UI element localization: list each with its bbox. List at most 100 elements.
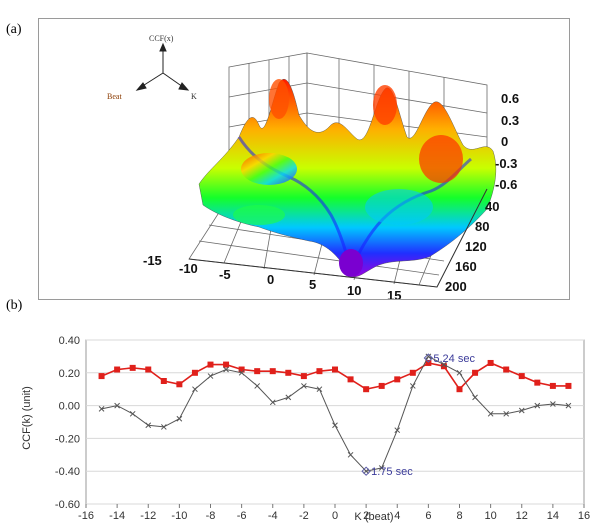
front-tick-label: 5 (309, 277, 316, 292)
annotation-marker (423, 353, 434, 363)
y-axis-label: CCF(k) (unit) (21, 386, 33, 450)
x-tick-label: 6 (425, 510, 431, 522)
z-tick-label: -0.6 (495, 177, 517, 192)
data-point (160, 378, 167, 384)
data-point (176, 415, 183, 422)
data-point (549, 382, 556, 389)
data-point (301, 383, 307, 389)
side-tick-label: 160 (455, 259, 477, 274)
data-point (565, 402, 572, 409)
plot-area (85, 339, 585, 505)
data-point (98, 373, 105, 380)
data-point (114, 402, 120, 409)
data-point (441, 361, 447, 368)
data-point (129, 364, 136, 371)
x-tick-label: -12 (140, 510, 156, 522)
front-axis-ticks: -15 -10 -5 0 5 10 15 (143, 253, 401, 299)
data-point (300, 373, 307, 380)
data-point (518, 407, 525, 414)
series (98, 353, 572, 475)
data-point (285, 369, 292, 376)
x-tick-label: 8 (456, 510, 462, 522)
annotation-marker (361, 466, 371, 476)
surface-mesh (198, 79, 497, 278)
data-point (394, 427, 401, 434)
data-point (269, 368, 276, 375)
data-point (378, 382, 385, 389)
z-axis-ticks: 0.6 0.3 0 -0.3 -0.6 (495, 91, 519, 192)
data-point (191, 369, 198, 376)
front-tick-label: -15 (143, 253, 162, 268)
data-point (145, 422, 152, 429)
data-point (456, 369, 463, 376)
data-point (565, 382, 572, 389)
z-tick-label: 0.3 (501, 113, 519, 128)
data-point (254, 368, 261, 375)
data-point (285, 394, 292, 401)
line-chart: 0.40 0.20 0.00 -0.20 -0.40 -0.60-16 -14 -12 -10 -… (21, 335, 590, 523)
y-tick-label: 0.20 (59, 368, 80, 380)
x-tick-label: -16 (78, 510, 94, 522)
x-tick-label: 0 (332, 510, 338, 522)
x-tick-label: -10 (171, 510, 187, 522)
data-point (518, 373, 525, 380)
x-tick-label: -6 (237, 510, 247, 522)
data-point (487, 410, 494, 417)
triad-label-vertical: CCF(x) (149, 34, 174, 43)
x-tick-label: -2 (299, 510, 309, 522)
z-tick-label: 0.6 (501, 91, 519, 106)
x-tick-label: 16 (578, 510, 590, 522)
data-point (378, 465, 385, 471)
data-point (316, 386, 323, 393)
data-point (472, 394, 478, 401)
x-tick-label: 2 (363, 510, 369, 522)
data-point (192, 386, 198, 393)
front-tick-label: 15 (387, 288, 401, 299)
data-point (347, 376, 354, 383)
annotation-label: 1.75 sec (371, 466, 413, 478)
data-point (316, 368, 323, 375)
side-tick-label: 200 (445, 279, 467, 294)
data-point (456, 386, 463, 393)
data-point (503, 410, 510, 417)
front-tick-label: 10 (347, 283, 361, 298)
y-tick-label: -0.40 (55, 466, 80, 478)
data-point (472, 369, 479, 376)
x-tick-label: 10 (485, 510, 497, 522)
y-tick-label: -0.20 (55, 433, 80, 445)
data-point (223, 366, 229, 373)
x-axis-label: K (beat) (354, 511, 393, 523)
data-point (409, 383, 416, 389)
grid (85, 339, 585, 505)
data-point (114, 366, 121, 373)
data-point (425, 353, 432, 360)
data-point (145, 366, 152, 373)
x-tick-label: 12 (516, 510, 528, 522)
data-point (332, 366, 338, 373)
z-tick-label: 0 (501, 134, 508, 149)
data-point (534, 379, 541, 386)
side-tick-label: 120 (465, 239, 487, 254)
data-point (207, 361, 214, 368)
data-point (487, 359, 494, 366)
side-tick-label: 80 (475, 219, 489, 234)
data-point (534, 402, 541, 409)
front-tick-label: -10 (179, 261, 198, 276)
axis-triad (135, 42, 190, 91)
y-tick-label: -0.60 (55, 499, 80, 511)
data-point (425, 359, 432, 366)
y-tick-label: 0.40 (59, 335, 80, 347)
data-point (160, 424, 167, 430)
annotation-label: 5.24 sec (433, 353, 475, 365)
data-point (238, 366, 245, 373)
front-tick-label: 0 (267, 272, 274, 287)
data-point (347, 451, 354, 458)
data-point (503, 366, 510, 373)
annotations: 1.75 sec 5.24 sec (361, 353, 475, 478)
data-point (409, 369, 416, 376)
data-point (363, 386, 370, 393)
data-point (269, 399, 276, 406)
panel-a-label: (a) (6, 22, 22, 37)
z-tick-label: -0.3 (495, 156, 517, 171)
data-point (394, 376, 401, 383)
